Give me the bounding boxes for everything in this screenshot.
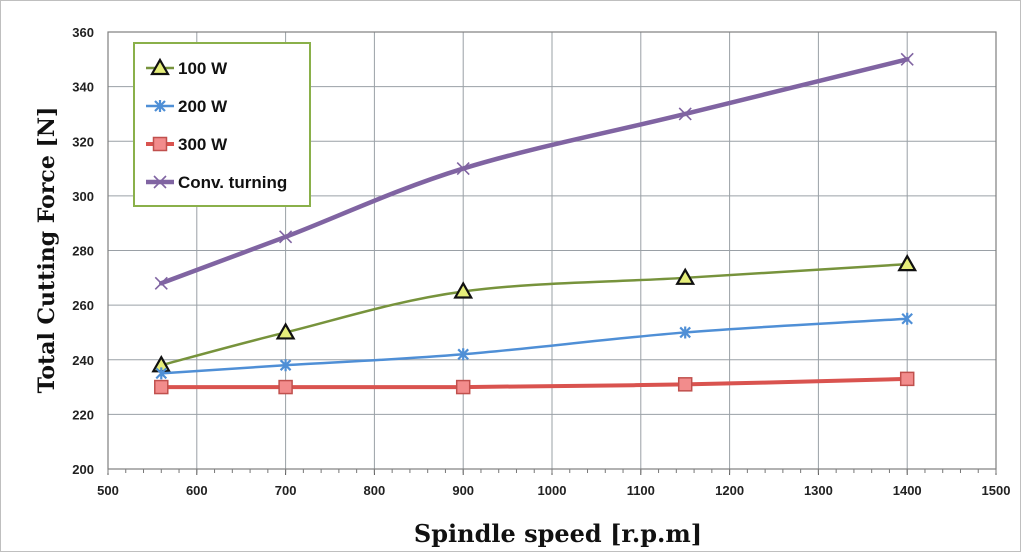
series-group <box>151 52 918 395</box>
series-100-w <box>151 253 918 373</box>
data-point <box>279 359 292 372</box>
data-point <box>275 322 296 340</box>
data-point <box>154 379 169 395</box>
legend-swatch-marker <box>150 57 170 76</box>
x-tick-label: 1400 <box>893 483 922 498</box>
x-tick-label: 500 <box>97 483 119 498</box>
plot-area-border <box>107 31 997 470</box>
series-conv-turning <box>154 52 914 290</box>
y-tick-label: 340 <box>72 80 94 95</box>
series-line <box>160 317 909 375</box>
data-point <box>678 107 692 121</box>
x-axis-title: Spindle speed [r.p.m] <box>414 519 702 548</box>
legend-swatch-marker <box>154 100 166 112</box>
x-tick-label: 1300 <box>804 483 833 498</box>
y-tick-labels: 200 220 240 260 280 300 320 340 360 <box>72 25 94 477</box>
legend-label: Conv. turning <box>178 173 287 192</box>
y-tick-label: 260 <box>72 298 94 313</box>
data-point <box>677 377 693 392</box>
x-tick-label: 1500 <box>982 483 1011 498</box>
legend-label: 300 W <box>178 135 228 154</box>
y-tick-label: 360 <box>72 25 94 40</box>
data-point <box>457 348 469 361</box>
series-line <box>159 376 910 390</box>
data-point <box>155 367 168 380</box>
data-point <box>456 161 470 176</box>
data-point <box>675 267 696 285</box>
series-line <box>160 262 909 367</box>
legend-label: 200 W <box>178 97 228 116</box>
y-tick-label: 320 <box>72 134 94 149</box>
x-tick-label: 1200 <box>715 483 744 498</box>
x-tick-label: 800 <box>364 483 386 498</box>
legend: 100 W 200 W 300 W Conv. turning <box>133 42 311 207</box>
y-tick-label: 220 <box>72 407 94 422</box>
series-line <box>159 57 910 286</box>
data-point <box>899 371 915 387</box>
axes <box>107 31 997 475</box>
data-point <box>901 312 913 325</box>
legend-swatch-marker <box>152 136 168 152</box>
legend-label: 100 W <box>178 59 228 78</box>
x-tick-label: 600 <box>186 483 208 498</box>
y-tick-label: 300 <box>72 189 94 204</box>
y-axis-title: Total Cutting Force [N] <box>34 107 60 394</box>
x-tick-labels: 500 600 700 800 900 1000 1100 1200 1300 1400 1500 <box>97 483 1010 498</box>
y-tick-label: 240 <box>72 353 94 368</box>
series-200-w <box>155 312 913 380</box>
data-point <box>897 253 918 272</box>
data-point <box>900 52 914 66</box>
data-point <box>154 276 168 290</box>
data-point <box>679 326 691 339</box>
x-tick-label: 1000 <box>538 483 567 498</box>
data-point <box>279 230 293 244</box>
x-tick-label: 1100 <box>627 483 655 498</box>
y-tick-label: 280 <box>72 244 94 259</box>
data-point <box>455 379 471 395</box>
x-tick-label: 700 <box>275 483 297 498</box>
data-point <box>278 379 293 395</box>
x-tick-label: 900 <box>452 483 474 498</box>
data-point <box>453 281 474 299</box>
series-300-w <box>154 371 915 395</box>
y-tick-label: 200 <box>72 462 94 477</box>
legend-swatch-marker <box>153 175 167 189</box>
